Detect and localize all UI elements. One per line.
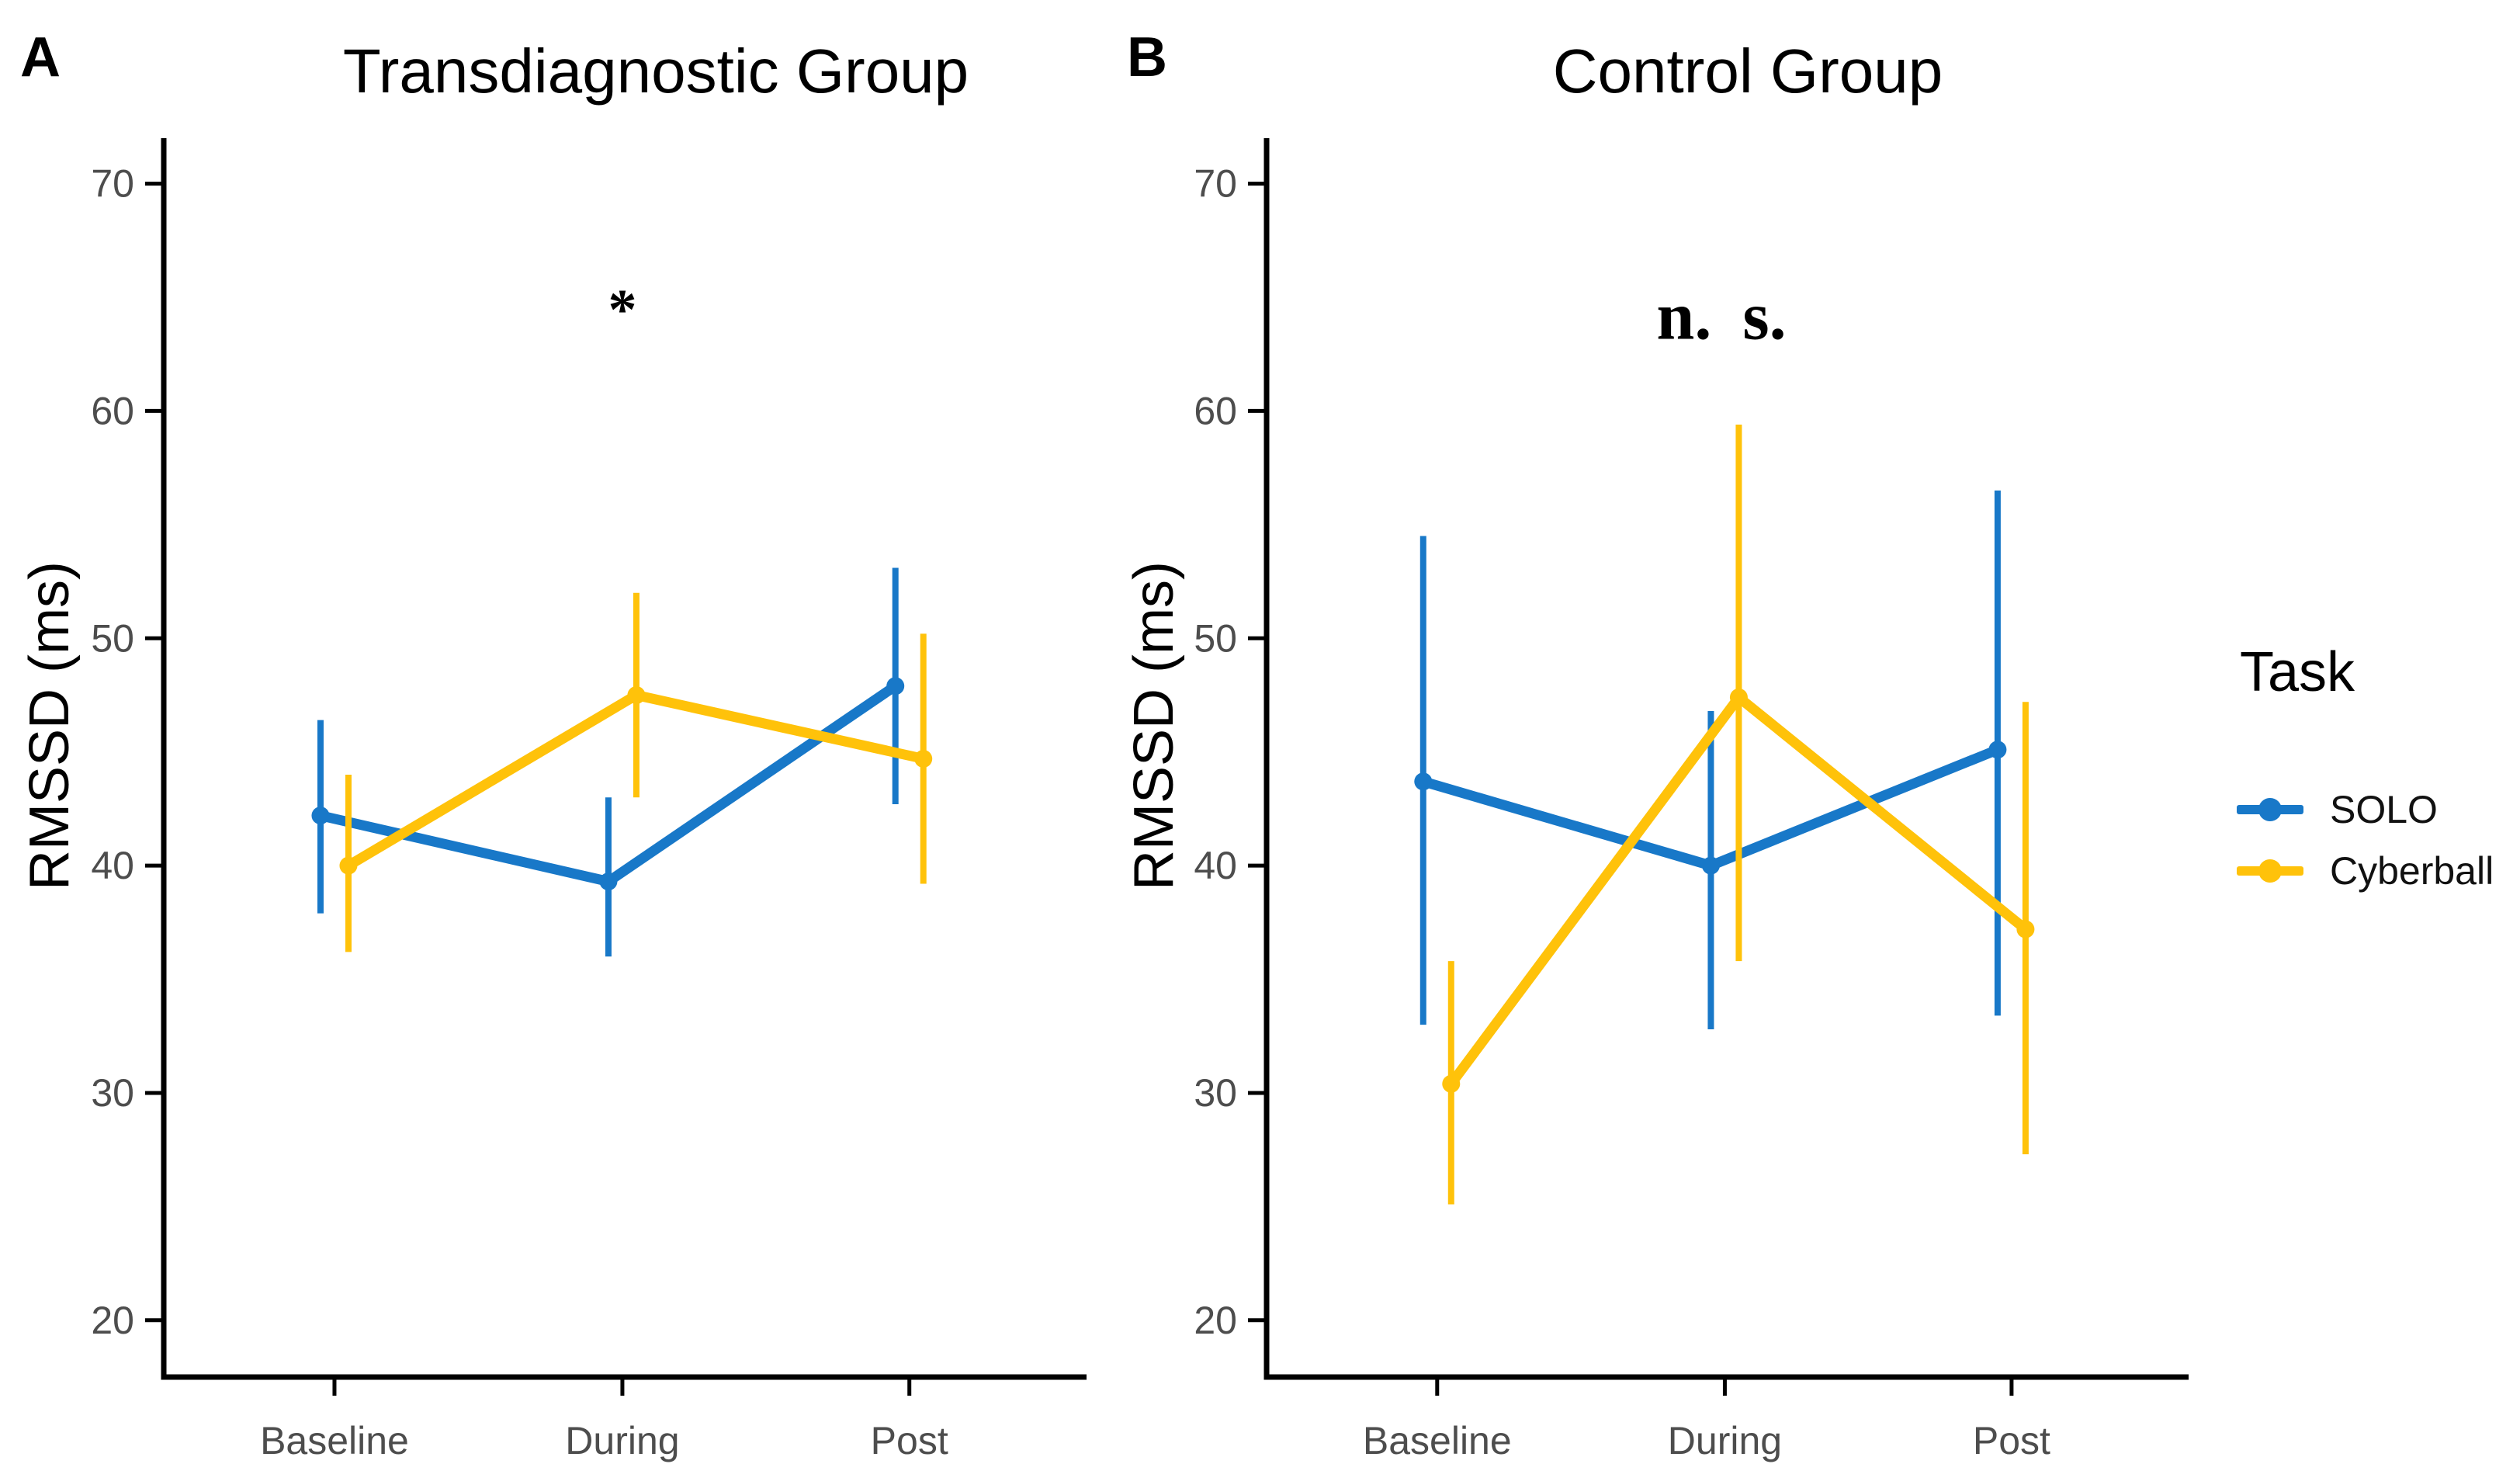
y-tick-label: 40	[1194, 844, 1237, 887]
data-point	[339, 856, 358, 875]
legend-solo-label: SOLO	[2330, 788, 2438, 831]
data-point	[599, 873, 618, 891]
y-tick-label: 20	[91, 1299, 134, 1342]
legend-item-cyberball: Cyberball	[2237, 848, 2494, 893]
panel-a-significance-annotation: *	[608, 278, 637, 342]
x-tick-label: Baseline	[1363, 1419, 1512, 1462]
y-tick-label: 40	[91, 844, 134, 887]
y-tick-label: 30	[91, 1071, 134, 1115]
y-tick-label: 60	[1194, 389, 1237, 432]
panel-b-y-axis-label: RMSSD (ms)	[1123, 561, 1185, 890]
legend-cyberball-label: Cyberball	[2330, 849, 2494, 893]
legend-item-solo: SOLO	[2237, 787, 2438, 832]
y-tick-label: 70	[1194, 162, 1237, 206]
panel-b-title: Control Group	[1552, 36, 1943, 106]
data-point	[1442, 1074, 1461, 1093]
panel-a-title: Transdiagnostic Group	[342, 36, 969, 106]
y-tick-label: 30	[1194, 1071, 1237, 1115]
y-tick-label: 70	[91, 162, 134, 206]
legend-cyberball-line-icon	[2237, 859, 2303, 883]
legend-title: Task	[2240, 641, 2355, 703]
data-point	[1414, 772, 1433, 791]
y-tick-label: 60	[91, 389, 134, 432]
data-point	[1701, 856, 1720, 875]
y-tick-label: 20	[1194, 1299, 1237, 1342]
panel-a-y-axis-label: RMSSD (ms)	[19, 561, 81, 890]
data-point	[627, 685, 646, 704]
x-tick-label: During	[1668, 1419, 1782, 1462]
data-point	[1729, 688, 1748, 706]
y-tick-label: 50	[91, 616, 134, 660]
x-tick-label: Baseline	[260, 1419, 409, 1462]
panel-b-label: B	[1127, 26, 1167, 88]
data-point	[886, 677, 905, 696]
x-tick-label: Post	[871, 1419, 948, 1462]
panel-a-label: A	[20, 26, 61, 88]
data-point	[311, 807, 330, 825]
legend-solo-line-icon	[2237, 798, 2303, 821]
y-tick-label: 50	[1194, 616, 1237, 660]
x-tick-label: Post	[1973, 1419, 2050, 1462]
x-tick-label: During	[565, 1419, 679, 1462]
data-point	[1988, 741, 2007, 759]
data-point	[2016, 920, 2035, 938]
panel-b-significance-annotation: n. s.	[1656, 279, 1787, 355]
data-point	[914, 749, 933, 768]
